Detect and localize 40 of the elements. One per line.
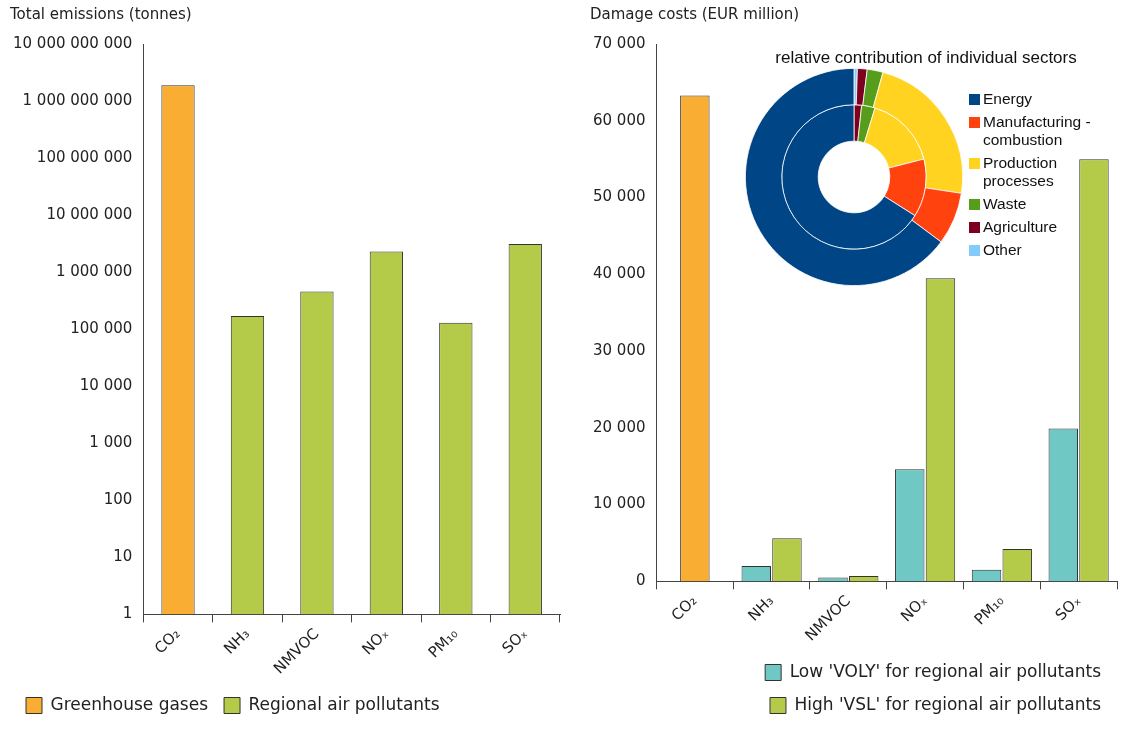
x-tick-label: NH₃ xyxy=(744,591,778,625)
y-tick-label: 10 000 000 xyxy=(46,205,133,223)
x-tick-label: NOₓ xyxy=(896,591,931,626)
y-tick-label: 70 000 xyxy=(592,33,646,52)
legend-label: High 'VSL' for regional air pollutants xyxy=(794,693,1102,714)
legend-label: Agriculture xyxy=(983,218,1058,236)
x-tick-label: SOₓ xyxy=(1051,591,1085,625)
legend-label: Energy xyxy=(983,90,1033,108)
y-tick-label: 10 000 xyxy=(79,376,133,395)
y-tick-label: 1 000 xyxy=(89,433,133,452)
y-tick-label: 10 xyxy=(113,547,133,566)
y-tick-label: 1 xyxy=(122,604,133,623)
y-tick-label: 30 000 xyxy=(592,340,646,359)
legend-label: Regional air pollutants xyxy=(248,693,440,714)
x-tick-label: CO₂ xyxy=(150,624,184,658)
y-tick-label: 0 xyxy=(635,571,646,590)
legend-label: Other xyxy=(983,241,1022,259)
x-tick-label: CO₂ xyxy=(667,591,701,625)
y-tick-label: 10 000 000 000 xyxy=(12,33,133,52)
x-tick-label: NOₓ xyxy=(358,624,392,659)
y-tick-label: 50 000 xyxy=(592,187,646,206)
y-tick-label: 40 000 xyxy=(592,264,646,283)
legend-label: Waste xyxy=(983,195,1027,213)
chart-title: relative contribution of individual sectors xyxy=(774,48,1078,68)
y-axis-title: Damage costs (EUR million) xyxy=(590,4,800,23)
legend-label: Low 'VOLY' for regional air pollutants xyxy=(789,660,1102,681)
y-tick-label: 1 000 000 000 xyxy=(22,90,133,109)
y-tick-label: 100 000 xyxy=(70,319,133,338)
x-tick-label: NH₃ xyxy=(220,624,254,658)
y-tick-label: 100 000 000 xyxy=(36,147,133,166)
y-tick-label: 100 xyxy=(103,490,133,509)
y-tick-label: 60 000 xyxy=(592,110,646,129)
y-tick-label: 1 000 000 xyxy=(55,262,133,281)
legend-label: Production processes xyxy=(983,154,1059,190)
legend-label: Manufacturing - combustion xyxy=(983,113,1092,149)
legend-label: Greenhouse gases xyxy=(50,693,209,714)
y-axis-title: Total emissions (tonnes) xyxy=(9,4,192,23)
y-tick-label: 10 000 xyxy=(592,494,646,513)
y-tick-label: 20 000 xyxy=(592,417,646,436)
x-tick-label: SOₓ xyxy=(498,624,531,658)
